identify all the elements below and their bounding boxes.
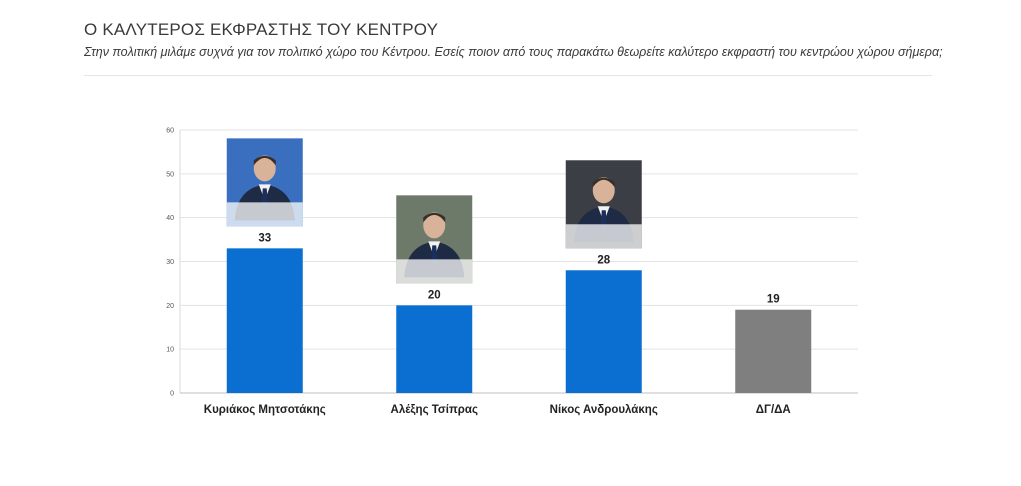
bar <box>565 270 642 393</box>
chart-title: Ο ΚΑΛΥΤΕΡΟΣ ΕΚΦΡΑΣΤΗΣ ΤΟΥ ΚΕΝΤΡΟΥ <box>84 20 439 39</box>
portrait-icon <box>565 160 642 249</box>
portrait-icon <box>396 195 473 284</box>
y-tick-label: 50 <box>166 171 174 178</box>
data-label: 28 <box>597 254 610 266</box>
category-label: Νίκος Ανδρουλάκης <box>550 404 658 416</box>
title-divider <box>84 75 932 76</box>
y-tick-label: 10 <box>166 347 174 354</box>
y-tick-label: 30 <box>166 259 174 266</box>
y-tick-label: 40 <box>166 215 174 222</box>
bar <box>735 309 812 393</box>
bar <box>226 248 303 393</box>
data-label: 19 <box>767 294 780 306</box>
y-tick-label: 0 <box>170 391 174 398</box>
chart-subtitle: Στην πολιτική μιλάμε συχνά για τον πολιτ… <box>84 45 943 59</box>
y-tick-label: 60 <box>166 128 174 135</box>
data-label: 33 <box>258 232 271 244</box>
bar <box>396 305 473 393</box>
data-label: 20 <box>428 289 441 301</box>
portrait-icon <box>226 138 303 227</box>
category-label: ΔΓ/ΔΑ <box>756 404 791 416</box>
category-label: Κυριάκος Μητσοτάκης <box>204 404 326 416</box>
y-tick-label: 20 <box>166 303 174 310</box>
category-label: Αλέξης Τσίπρας <box>391 404 478 416</box>
